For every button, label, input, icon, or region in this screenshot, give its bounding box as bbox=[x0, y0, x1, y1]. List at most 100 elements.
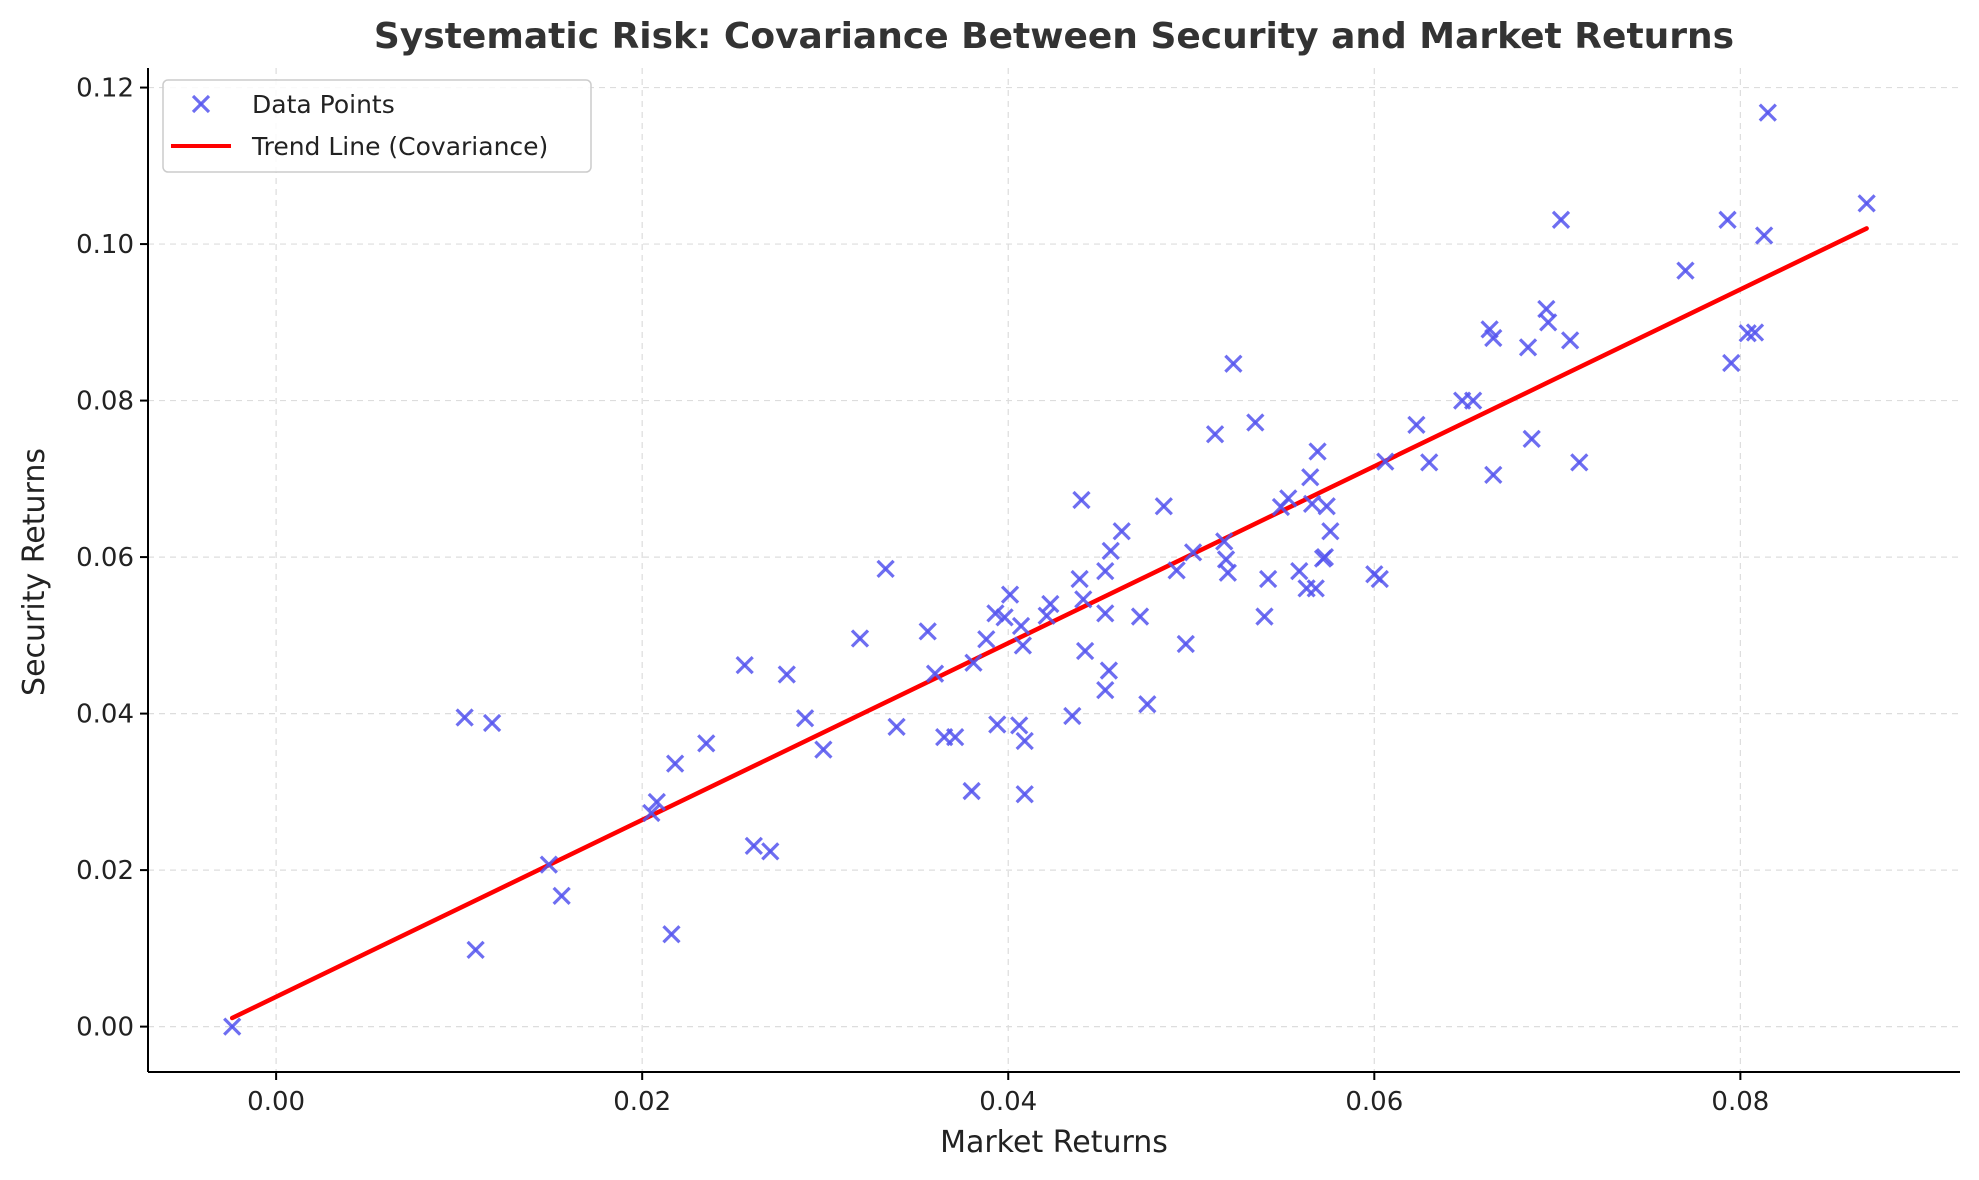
y-tick-label: 0.02 bbox=[76, 856, 134, 886]
data-point bbox=[1167, 561, 1186, 580]
marker-stroke bbox=[1301, 468, 1320, 487]
marker-stroke bbox=[1718, 210, 1737, 229]
legend: Data Points Trend Line (Covariance) bbox=[162, 79, 592, 173]
marker-stroke bbox=[1857, 194, 1876, 213]
marker-stroke bbox=[1407, 415, 1426, 434]
data-point bbox=[1718, 210, 1737, 229]
marker-stroke bbox=[482, 713, 502, 733]
marker-stroke bbox=[918, 622, 937, 641]
marker-stroke bbox=[1290, 562, 1309, 581]
marker-stroke bbox=[455, 708, 474, 727]
legend-x-marker-icon bbox=[191, 94, 211, 114]
data-point bbox=[647, 792, 666, 812]
marker-stroke bbox=[1099, 661, 1119, 680]
data-point bbox=[876, 559, 895, 578]
marker-stroke bbox=[1037, 606, 1056, 625]
data-point bbox=[1112, 522, 1131, 541]
x-axis-label: Market Returns bbox=[940, 1125, 1168, 1160]
marker-stroke bbox=[1676, 261, 1695, 280]
data-point bbox=[795, 709, 815, 728]
marker-stroke bbox=[1745, 323, 1765, 342]
marker-stroke bbox=[1306, 579, 1325, 598]
marker-stroke bbox=[964, 653, 983, 672]
data-point bbox=[1215, 532, 1234, 551]
y-tick-label: 0.12 bbox=[76, 74, 134, 104]
marker-stroke bbox=[1072, 490, 1091, 510]
marker-stroke bbox=[647, 792, 666, 812]
data-point bbox=[1301, 468, 1320, 487]
data-point bbox=[1464, 391, 1483, 410]
data-point bbox=[1317, 497, 1336, 516]
marker-stroke bbox=[1321, 522, 1340, 541]
marker-stroke bbox=[1551, 210, 1571, 229]
marker-stroke bbox=[1041, 594, 1060, 614]
marker-stroke bbox=[761, 842, 780, 861]
data-point bbox=[850, 629, 870, 648]
marker-stroke bbox=[1376, 452, 1395, 471]
marker-stroke bbox=[1758, 103, 1777, 122]
data-point bbox=[1099, 661, 1119, 680]
y-tick-label: 0.06 bbox=[76, 543, 134, 573]
data-points-layer bbox=[223, 103, 1876, 1036]
data-point bbox=[1074, 590, 1093, 609]
data-point bbox=[665, 754, 685, 773]
data-point bbox=[1738, 324, 1757, 343]
marker-stroke bbox=[1074, 590, 1093, 609]
marker-stroke bbox=[925, 664, 945, 683]
marker-stroke bbox=[988, 715, 1007, 734]
data-point bbox=[1407, 415, 1426, 434]
marker-stroke bbox=[814, 740, 833, 759]
data-point bbox=[1758, 103, 1777, 122]
marker-stroke bbox=[1420, 453, 1439, 472]
legend-x-marker bbox=[191, 94, 211, 114]
data-point bbox=[977, 630, 996, 649]
data-point bbox=[1570, 453, 1589, 472]
marker-stroke bbox=[1205, 425, 1225, 444]
marker-stroke bbox=[1259, 569, 1278, 589]
data-point bbox=[1259, 569, 1278, 589]
marker-stroke bbox=[1130, 607, 1150, 626]
marker-stroke bbox=[223, 1017, 242, 1036]
data-point bbox=[697, 734, 716, 753]
data-point bbox=[1096, 562, 1115, 581]
marker-stroke bbox=[1010, 716, 1029, 735]
marker-stroke bbox=[539, 855, 558, 874]
marker-stroke bbox=[1138, 695, 1157, 714]
marker-stroke bbox=[1011, 616, 1031, 636]
data-point bbox=[1013, 636, 1033, 655]
marker-stroke bbox=[662, 925, 681, 944]
data-point bbox=[1551, 210, 1571, 229]
chart-title: Systematic Risk: Covariance Between Secu… bbox=[374, 16, 1734, 57]
data-point bbox=[1138, 695, 1157, 714]
marker-stroke bbox=[946, 727, 965, 747]
marker-stroke bbox=[552, 886, 571, 906]
data-point bbox=[1072, 490, 1091, 510]
marker-stroke bbox=[1480, 320, 1499, 339]
data-point bbox=[1015, 731, 1034, 751]
data-point bbox=[964, 653, 983, 672]
marker-stroke bbox=[744, 836, 763, 855]
marker-stroke bbox=[735, 655, 754, 675]
data-point bbox=[1561, 331, 1580, 350]
data-point bbox=[455, 708, 474, 727]
marker-stroke bbox=[1302, 494, 1322, 514]
trend-line bbox=[229, 226, 1869, 1021]
data-point bbox=[1302, 494, 1322, 514]
y-axis-label: Security Returns bbox=[17, 448, 52, 696]
data-point bbox=[925, 664, 945, 683]
marker-stroke bbox=[1246, 413, 1265, 432]
data-point bbox=[642, 803, 661, 823]
marker-stroke bbox=[1755, 226, 1774, 245]
marker-stroke bbox=[1464, 391, 1483, 410]
data-point bbox=[1205, 425, 1225, 444]
data-point bbox=[482, 713, 502, 733]
marker-stroke bbox=[1154, 497, 1173, 516]
data-point bbox=[1070, 569, 1089, 589]
marker-stroke bbox=[887, 717, 906, 737]
data-point bbox=[1075, 641, 1095, 661]
marker-stroke bbox=[1522, 429, 1541, 449]
marker-stroke bbox=[1096, 562, 1115, 581]
data-point bbox=[223, 1017, 242, 1036]
